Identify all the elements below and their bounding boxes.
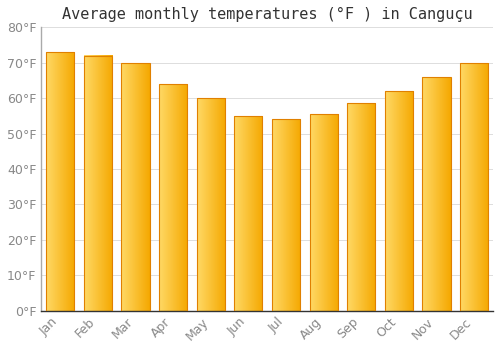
Bar — [234, 116, 262, 311]
Bar — [122, 63, 150, 311]
Bar — [272, 119, 300, 311]
Bar — [84, 56, 112, 311]
Bar — [310, 114, 338, 311]
Bar — [422, 77, 450, 311]
Bar — [347, 104, 376, 311]
Bar — [460, 63, 488, 311]
Bar — [46, 52, 74, 311]
Bar — [385, 91, 413, 311]
Bar — [159, 84, 187, 311]
Bar — [196, 98, 225, 311]
Title: Average monthly temperatures (°F ) in Canguçu: Average monthly temperatures (°F ) in Ca… — [62, 7, 472, 22]
